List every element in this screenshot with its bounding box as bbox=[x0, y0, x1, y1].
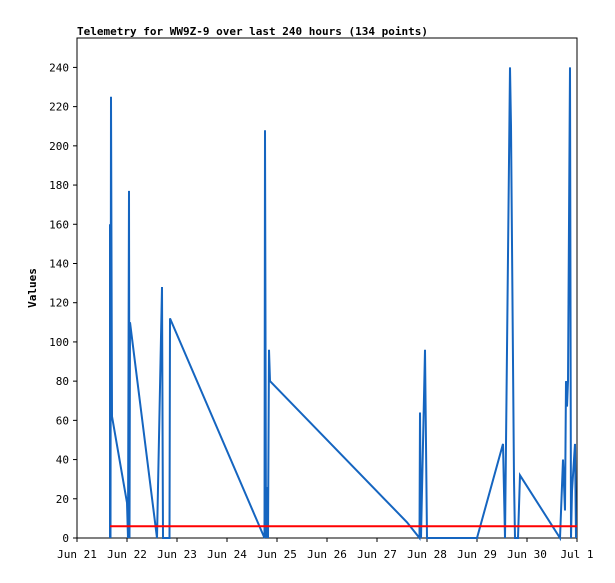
y-tick-label: 100 bbox=[49, 336, 69, 349]
y-tick-label: 20 bbox=[56, 493, 69, 506]
x-tick-label: Jun 29 bbox=[457, 548, 497, 561]
y-tick-label: 80 bbox=[56, 375, 69, 388]
y-tick-label: 140 bbox=[49, 257, 69, 270]
chart-title: Telemetry for WW9Z-9 over last 240 hours… bbox=[77, 25, 428, 38]
x-tick-label: Jun 26 bbox=[307, 548, 347, 561]
x-tick-label: Jul 1 bbox=[560, 548, 593, 561]
x-tick-label: Jun 21 bbox=[57, 548, 97, 561]
x-tick-label: Jun 24 bbox=[207, 548, 247, 561]
series-line bbox=[109, 67, 577, 542]
y-tick-label: 0 bbox=[62, 532, 69, 545]
y-tick-label: 160 bbox=[49, 218, 69, 231]
x-tick-label: Jun 30 bbox=[507, 548, 547, 561]
y-tick-label: 220 bbox=[49, 101, 69, 114]
y-axis-label: Values bbox=[26, 268, 39, 308]
plot-frame bbox=[76, 37, 578, 539]
y-tick-label: 120 bbox=[49, 297, 69, 310]
x-tick-label: Jun 27 bbox=[357, 548, 397, 561]
y-tick-label: 200 bbox=[49, 140, 69, 153]
x-tick-label: Jun 23 bbox=[157, 548, 197, 561]
x-tick-label: Jun 25 bbox=[257, 548, 297, 561]
x-tick-label: Jun 28 bbox=[407, 548, 447, 561]
y-tick-label: 40 bbox=[56, 454, 69, 467]
y-tick-label: 180 bbox=[49, 179, 69, 192]
y-tick-label: 240 bbox=[49, 61, 69, 74]
x-tick-label: Jun 22 bbox=[107, 548, 147, 561]
y-tick-label: 60 bbox=[56, 414, 69, 427]
